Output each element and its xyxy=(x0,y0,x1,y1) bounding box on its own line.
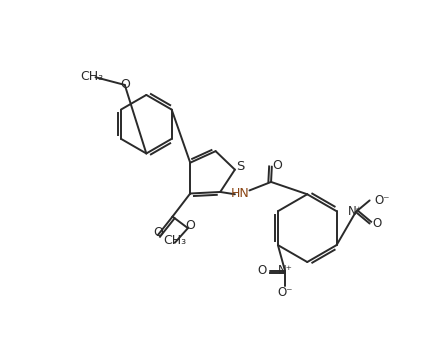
Text: O: O xyxy=(119,78,129,91)
Text: N⁺: N⁺ xyxy=(348,206,362,219)
Text: CH₃: CH₃ xyxy=(80,70,103,83)
Text: CH₃: CH₃ xyxy=(163,234,186,247)
Text: O: O xyxy=(153,225,162,238)
Text: O⁻: O⁻ xyxy=(373,194,389,207)
Text: HN: HN xyxy=(230,187,249,200)
Text: O: O xyxy=(256,264,266,277)
Text: O: O xyxy=(372,217,381,230)
Text: O⁻: O⁻ xyxy=(276,286,292,299)
Text: N⁺: N⁺ xyxy=(277,264,292,277)
Text: S: S xyxy=(236,160,244,173)
Text: O: O xyxy=(272,158,282,171)
Text: O: O xyxy=(185,219,195,232)
